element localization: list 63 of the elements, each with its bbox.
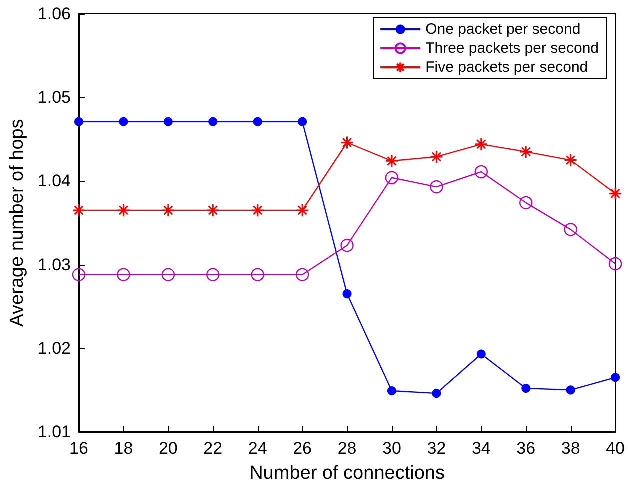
point [564, 223, 578, 236]
point [430, 180, 444, 194]
x-tick-label: 38 [561, 439, 580, 458]
point [162, 204, 176, 218]
point [340, 238, 354, 252]
point [474, 165, 488, 179]
y-tick-label: 1.04 [38, 172, 71, 191]
legend-label: Five packets per second [426, 59, 588, 76]
point [162, 268, 176, 282]
x-tick-label: 26 [293, 439, 312, 458]
x-tick-label: 22 [204, 439, 223, 458]
x-tick-label: 32 [427, 439, 446, 458]
point [298, 117, 308, 126]
x-tick-label: 30 [382, 439, 402, 458]
point [208, 117, 218, 126]
point [611, 373, 620, 382]
point [296, 204, 310, 218]
point [164, 117, 173, 126]
x-tick-label: 16 [70, 439, 88, 458]
x-tick-label: 20 [158, 439, 178, 458]
point [342, 290, 352, 299]
y-tick-label: 1.06 [38, 4, 71, 24]
y-axis-title: Average number of hops [7, 119, 28, 327]
x-tick-label: 18 [114, 439, 134, 458]
point [385, 171, 399, 184]
point [296, 268, 310, 282]
point [522, 384, 531, 394]
point [519, 145, 533, 159]
point [385, 154, 399, 168]
y-tick-label: 1.05 [38, 88, 71, 108]
x-axis-title: Number of connections [250, 463, 445, 484]
legend-label: One packet per second [426, 21, 581, 38]
point [116, 204, 130, 218]
point [206, 268, 220, 282]
point [564, 154, 578, 168]
point [72, 268, 86, 282]
legend-label: Three packets per second [426, 40, 600, 57]
point [608, 186, 622, 200]
point [474, 138, 488, 152]
point [119, 117, 128, 126]
x-tick-label: 36 [516, 439, 536, 458]
point [72, 204, 86, 218]
point [251, 204, 265, 218]
point [340, 136, 354, 150]
x-tick-label: 34 [472, 439, 491, 458]
point [74, 117, 84, 126]
y-tick-label: 1.03 [38, 255, 71, 274]
x-tick-label: 24 [248, 439, 268, 458]
point [430, 150, 444, 164]
point [566, 386, 576, 395]
y-tick-label: 1.01 [38, 422, 71, 442]
point [251, 268, 264, 282]
point [117, 268, 130, 282]
point [432, 389, 442, 398]
y-tick-label: 1.02 [38, 338, 71, 358]
x-tick-label: 28 [338, 439, 357, 458]
point [476, 350, 486, 359]
point [608, 257, 622, 271]
x-tick-label: 40 [606, 439, 626, 458]
point [206, 204, 220, 218]
point [387, 386, 396, 396]
point [520, 196, 533, 210]
point [253, 117, 262, 126]
